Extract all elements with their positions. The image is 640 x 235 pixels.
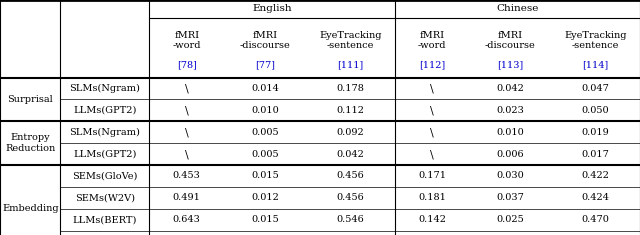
Text: 0.456: 0.456: [337, 171, 364, 180]
Text: 0.012: 0.012: [251, 193, 279, 202]
Text: 0.005: 0.005: [251, 149, 278, 159]
Text: English: English: [252, 4, 292, 13]
Text: 0.015: 0.015: [251, 215, 279, 224]
Text: [113]: [113]: [497, 60, 524, 69]
Text: [78]: [78]: [177, 60, 196, 69]
Text: fMRI
-word: fMRI -word: [418, 31, 446, 50]
Text: 0.015: 0.015: [251, 171, 279, 180]
Text: 0.456: 0.456: [337, 193, 364, 202]
Text: \: \: [430, 149, 434, 159]
Text: Entropy
Reduction: Entropy Reduction: [5, 133, 55, 153]
Text: 0.014: 0.014: [251, 84, 279, 93]
Text: LLMs(GPT2): LLMs(GPT2): [73, 106, 136, 115]
Text: \: \: [185, 83, 189, 94]
Text: 0.042: 0.042: [336, 149, 364, 159]
Text: 0.050: 0.050: [582, 106, 609, 115]
Text: SLMs(Ngram): SLMs(Ngram): [70, 128, 140, 137]
Text: \: \: [185, 149, 189, 159]
Text: 0.643: 0.643: [173, 215, 200, 224]
Text: 0.546: 0.546: [337, 215, 364, 224]
Text: \: \: [185, 127, 189, 137]
Text: SLMs(Ngram): SLMs(Ngram): [70, 84, 140, 93]
Text: [112]: [112]: [419, 60, 445, 69]
Text: Surprisal: Surprisal: [7, 95, 53, 104]
Text: 0.017: 0.017: [582, 149, 609, 159]
Text: fMRI
-discourse: fMRI -discourse: [239, 31, 291, 50]
Text: SEMs(W2V): SEMs(W2V): [75, 193, 135, 202]
Text: 0.470: 0.470: [582, 215, 609, 224]
Text: 0.006: 0.006: [497, 149, 524, 159]
Text: EyeTracking
-sentence: EyeTracking -sentence: [564, 31, 627, 50]
Text: LLMs(BERT): LLMs(BERT): [73, 215, 137, 224]
Text: 0.010: 0.010: [497, 128, 524, 137]
Text: \: \: [430, 127, 434, 137]
Text: 0.171: 0.171: [418, 171, 446, 180]
Text: 0.010: 0.010: [251, 106, 279, 115]
Text: 0.424: 0.424: [582, 193, 609, 202]
Text: \: \: [430, 83, 434, 94]
Text: fMRI
-discourse: fMRI -discourse: [485, 31, 536, 50]
Text: \: \: [185, 105, 189, 115]
Text: \: \: [430, 105, 434, 115]
Text: 0.019: 0.019: [582, 128, 609, 137]
Text: EyeTracking
-sentence: EyeTracking -sentence: [319, 31, 381, 50]
Text: 0.005: 0.005: [251, 128, 278, 137]
Text: 0.112: 0.112: [336, 106, 364, 115]
Text: Chinese: Chinese: [496, 4, 538, 13]
Text: [114]: [114]: [582, 60, 609, 69]
Text: SEMs(GloVe): SEMs(GloVe): [72, 171, 138, 180]
Text: 0.453: 0.453: [173, 171, 200, 180]
Text: 0.422: 0.422: [582, 171, 609, 180]
Text: LLMs(GPT2): LLMs(GPT2): [73, 149, 136, 159]
Text: [111]: [111]: [337, 60, 364, 69]
Text: 0.142: 0.142: [418, 215, 446, 224]
Text: [77]: [77]: [255, 60, 275, 69]
Text: 0.042: 0.042: [496, 84, 524, 93]
Text: 0.047: 0.047: [582, 84, 609, 93]
Text: 0.181: 0.181: [418, 193, 446, 202]
Text: 0.037: 0.037: [496, 193, 524, 202]
Text: 0.178: 0.178: [336, 84, 364, 93]
Text: 0.030: 0.030: [497, 171, 524, 180]
Text: 0.491: 0.491: [173, 193, 200, 202]
Text: 0.025: 0.025: [497, 215, 524, 224]
Text: 0.023: 0.023: [496, 106, 524, 115]
Text: Embedding: Embedding: [2, 204, 58, 213]
Text: 0.092: 0.092: [337, 128, 364, 137]
Text: fMRI
-word: fMRI -word: [172, 31, 201, 50]
